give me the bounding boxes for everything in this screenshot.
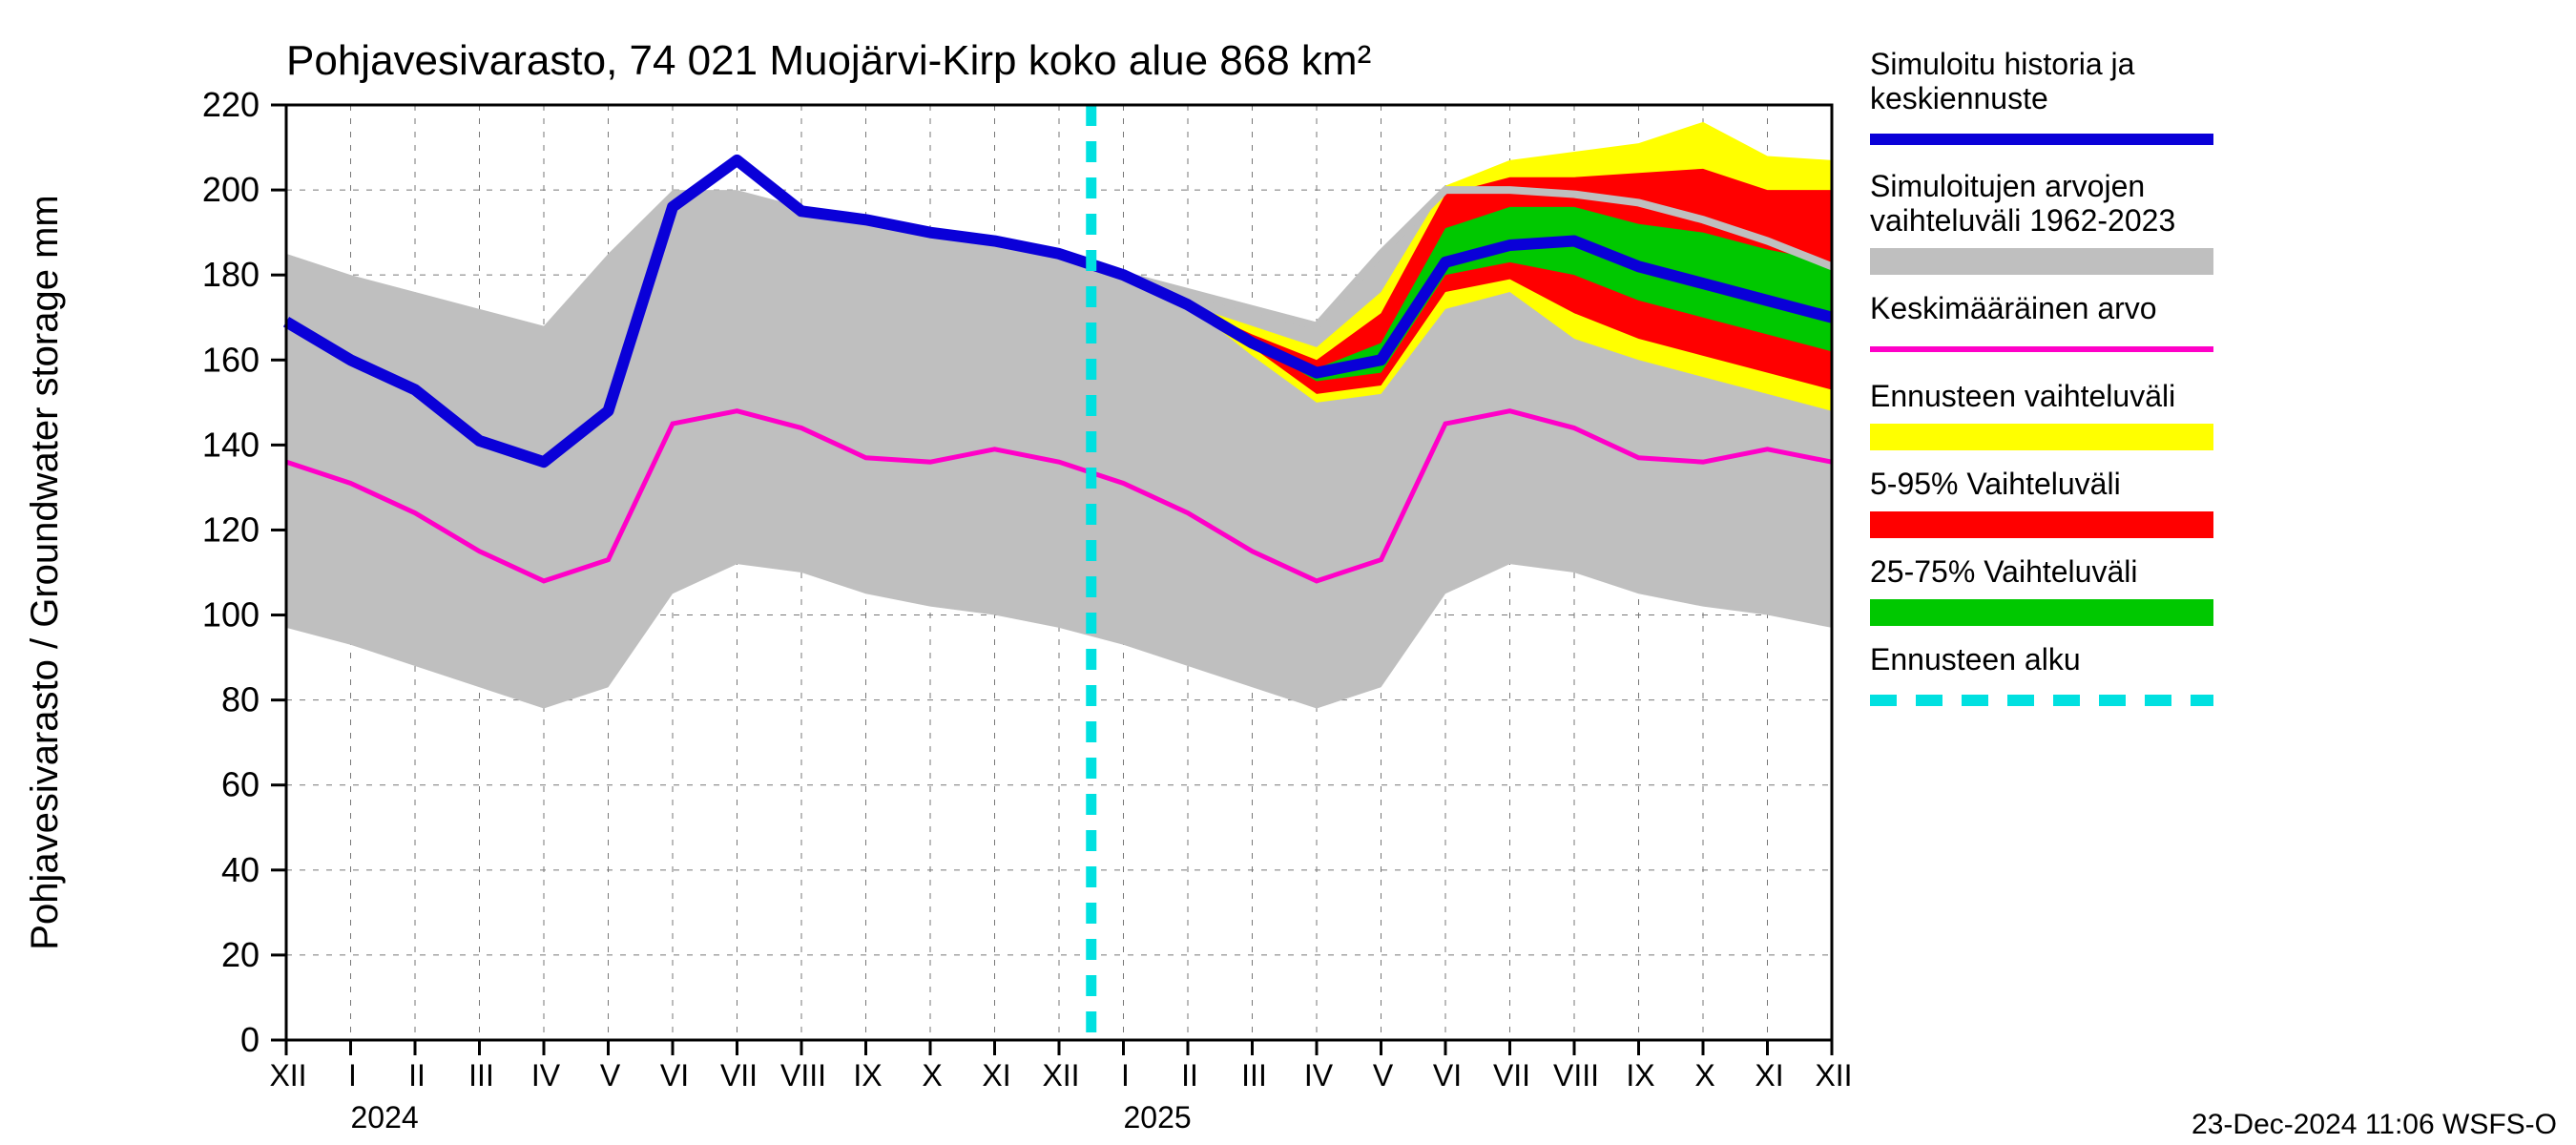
legend-label: Ennusteen alku xyxy=(1870,642,2081,677)
xtick-label: VII xyxy=(720,1058,758,1093)
xtick-label: I xyxy=(348,1058,357,1093)
legend-label: Simuloitujen arvojen xyxy=(1870,169,2145,203)
xtick-label: XI xyxy=(1755,1058,1783,1093)
ytick-label: 100 xyxy=(202,595,260,635)
legend-label: keskiennuste xyxy=(1870,81,2048,115)
chart-title: Pohjavesivarasto, 74 021 Muojärvi-Kirp k… xyxy=(286,37,1371,84)
ytick-label: 60 xyxy=(221,765,260,804)
ytick-label: 140 xyxy=(202,425,260,464)
xtick-label: XII xyxy=(269,1058,306,1093)
xtick-label: VI xyxy=(660,1058,689,1093)
legend-swatch-band xyxy=(1870,599,2213,626)
xtick-label: IV xyxy=(1304,1058,1334,1093)
ytick-label: 200 xyxy=(202,170,260,209)
xtick-label: II xyxy=(408,1058,426,1093)
xtick-label: III xyxy=(468,1058,494,1093)
xtick-label: VII xyxy=(1493,1058,1530,1093)
xtick-label: III xyxy=(1241,1058,1267,1093)
legend-label: vaihteluväli 1962-2023 xyxy=(1870,203,2175,238)
xtick-label: XII xyxy=(1042,1058,1079,1093)
ytick-label: 40 xyxy=(221,850,260,889)
year-label: 2025 xyxy=(1124,1100,1192,1135)
xtick-label: V xyxy=(1373,1058,1394,1093)
xtick-label: XII xyxy=(1815,1058,1852,1093)
y-axis-label: Pohjavesivarasto / Groundwater storage m… xyxy=(24,195,66,949)
xtick-label: XI xyxy=(982,1058,1010,1093)
xtick-label: IX xyxy=(1626,1058,1654,1093)
legend-label: Ennusteen vaihteluväli xyxy=(1870,379,2175,413)
ytick-label: 20 xyxy=(221,935,260,974)
year-label: 2024 xyxy=(351,1100,419,1135)
xtick-label: VIII xyxy=(780,1058,826,1093)
ytick-label: 180 xyxy=(202,255,260,294)
xtick-label: IX xyxy=(853,1058,882,1093)
ytick-label: 120 xyxy=(202,510,260,549)
ytick-label: 0 xyxy=(240,1020,260,1059)
ytick-label: 220 xyxy=(202,85,260,124)
legend-label: 5-95% Vaihteluväli xyxy=(1870,467,2121,501)
legend-swatch-band xyxy=(1870,424,2213,450)
xtick-label: V xyxy=(600,1058,621,1093)
ytick-label: 160 xyxy=(202,340,260,379)
groundwater-chart: 020406080100120140160180200220XIIIIIIIII… xyxy=(0,0,2576,1145)
xtick-label: X xyxy=(1694,1058,1714,1093)
xtick-label: II xyxy=(1181,1058,1198,1093)
legend-label: 25-75% Vaihteluväli xyxy=(1870,554,2137,589)
legend-label: Simuloitu historia ja xyxy=(1870,47,2135,81)
legend-swatch-band xyxy=(1870,511,2213,538)
xtick-label: I xyxy=(1121,1058,1130,1093)
xtick-label: VIII xyxy=(1553,1058,1599,1093)
xtick-label: IV xyxy=(531,1058,561,1093)
ytick-label: 80 xyxy=(221,680,260,719)
xtick-label: VI xyxy=(1433,1058,1462,1093)
timestamp: 23-Dec-2024 11:06 WSFS-O xyxy=(2192,1109,2557,1140)
xtick-label: X xyxy=(922,1058,942,1093)
legend-label: Keskimääräinen arvo xyxy=(1870,291,2157,325)
